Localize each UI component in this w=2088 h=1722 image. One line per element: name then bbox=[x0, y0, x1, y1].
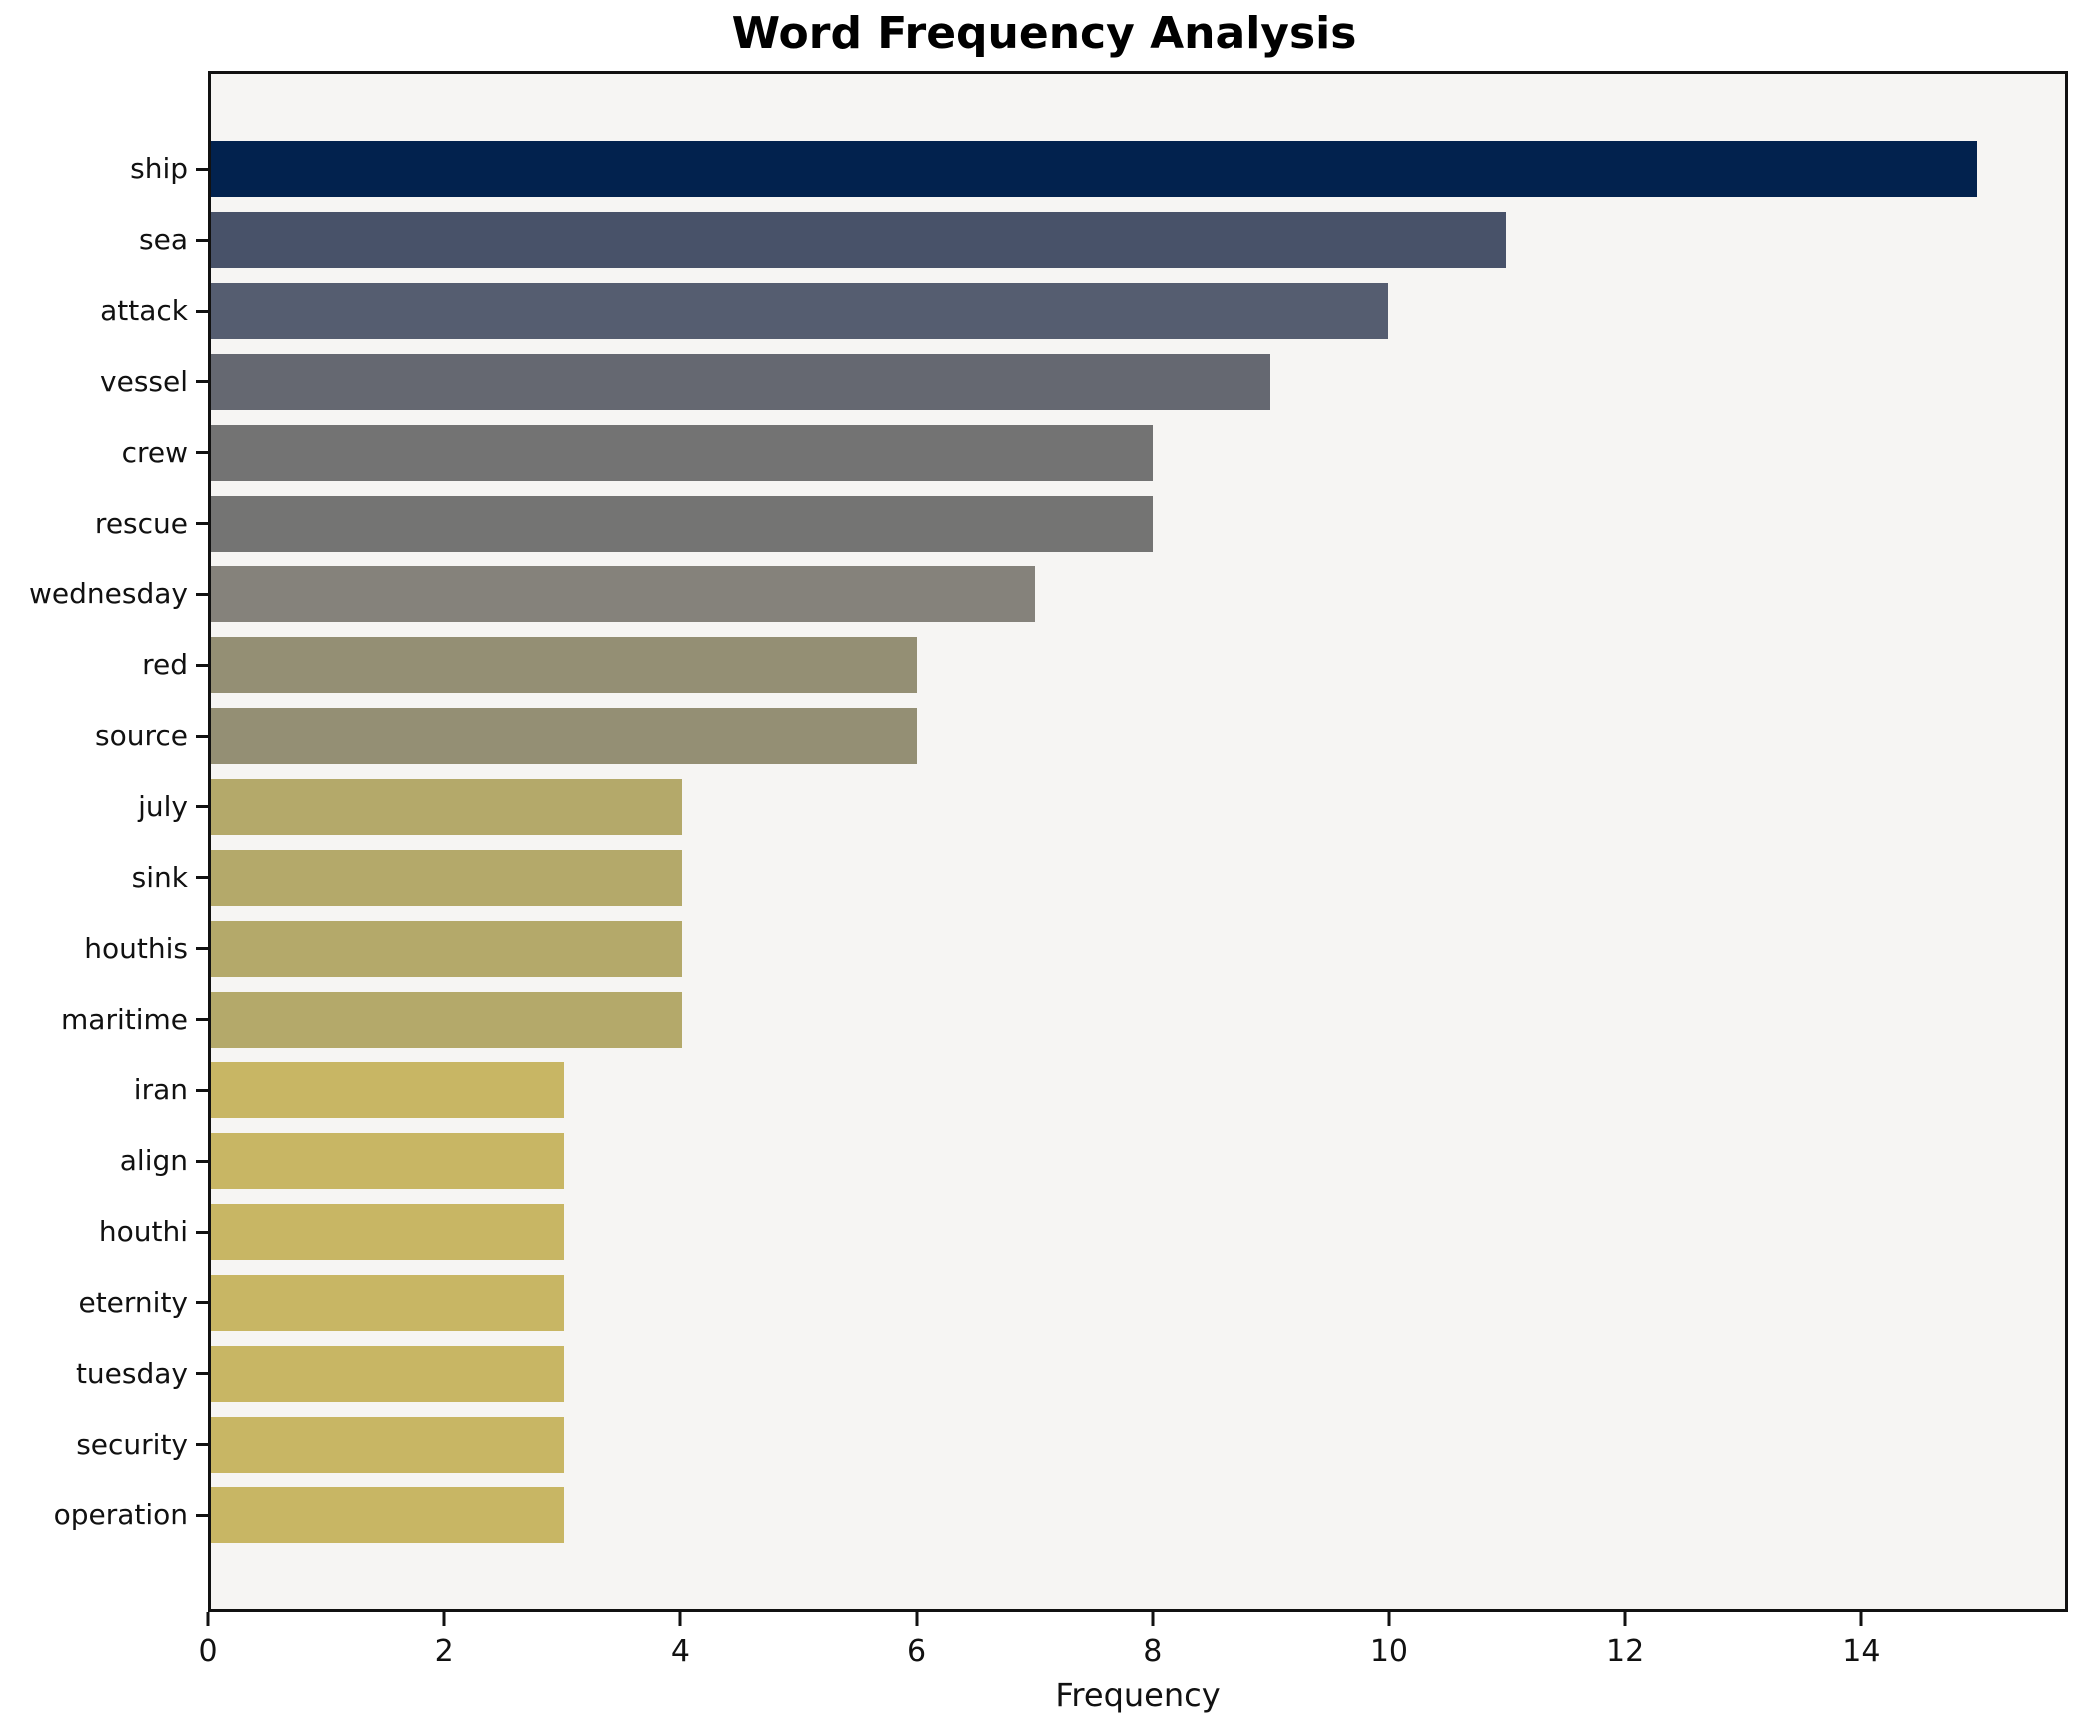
y-label-tuesday: tuesday bbox=[75, 1356, 188, 1390]
bar-july bbox=[211, 778, 682, 835]
y-tick-tuesday bbox=[196, 1372, 208, 1376]
y-label-sea: sea bbox=[139, 223, 188, 257]
y-tick-operation bbox=[196, 1513, 208, 1517]
y-tick-maritime bbox=[196, 1018, 208, 1021]
y-tick-sea bbox=[196, 238, 208, 242]
bar-maritime bbox=[211, 991, 682, 1048]
y-label-maritime: maritime bbox=[61, 1002, 188, 1036]
y-label-align: align bbox=[119, 1144, 188, 1178]
y-label-iran: iran bbox=[133, 1073, 188, 1107]
x-tick-label-0: 0 bbox=[198, 1634, 218, 1669]
bar-align bbox=[211, 1133, 565, 1190]
y-tick-rescue bbox=[196, 522, 208, 526]
bar-security bbox=[211, 1416, 565, 1473]
x-tick-label-10: 10 bbox=[1369, 1634, 1409, 1669]
bar-tuesday bbox=[211, 1345, 565, 1402]
bar-houthis bbox=[211, 920, 682, 977]
bar-wednesday bbox=[211, 566, 1035, 623]
y-tick-ship bbox=[196, 167, 208, 171]
y-label-rescue: rescue bbox=[94, 506, 188, 540]
y-label-ship: ship bbox=[130, 152, 188, 186]
x-tick-12 bbox=[1623, 1612, 1627, 1626]
x-tick-6 bbox=[915, 1612, 919, 1626]
y-tick-houthi bbox=[196, 1230, 208, 1234]
x-tick-2 bbox=[442, 1612, 446, 1626]
y-tick-iran bbox=[196, 1088, 208, 1092]
plot-area bbox=[208, 71, 2068, 1612]
y-tick-houthis bbox=[196, 947, 208, 951]
y-label-crew: crew bbox=[121, 435, 188, 469]
y-label-july: july bbox=[138, 789, 188, 823]
x-tick-8 bbox=[1151, 1612, 1155, 1626]
y-tick-vessel bbox=[196, 380, 208, 384]
y-tick-attack bbox=[196, 309, 208, 313]
bar-crew bbox=[211, 424, 1153, 481]
x-tick-label-14: 14 bbox=[1842, 1634, 1881, 1669]
x-tick-0 bbox=[206, 1612, 210, 1626]
x-axis-title: Frequency bbox=[1055, 1676, 1221, 1714]
bar-iran bbox=[211, 1062, 565, 1119]
x-tick-4 bbox=[678, 1612, 682, 1626]
y-label-attack: attack bbox=[100, 294, 188, 328]
y-label-eternity: eternity bbox=[78, 1285, 188, 1319]
x-tick-label-2: 2 bbox=[434, 1634, 454, 1669]
bar-attack bbox=[211, 283, 1389, 340]
bar-ship bbox=[211, 141, 1977, 198]
bar-houthi bbox=[211, 1204, 565, 1261]
y-tick-security bbox=[196, 1443, 208, 1447]
x-tick-label-8: 8 bbox=[1143, 1634, 1163, 1669]
y-label-security: security bbox=[76, 1427, 188, 1461]
chart-title: Word Frequency Analysis bbox=[731, 8, 1357, 59]
bar-rescue bbox=[211, 495, 1153, 552]
y-tick-red bbox=[196, 663, 208, 667]
y-label-sink: sink bbox=[131, 860, 188, 894]
x-tick-label-6: 6 bbox=[907, 1634, 927, 1669]
y-tick-crew bbox=[196, 451, 208, 455]
x-tick-label-4: 4 bbox=[670, 1634, 690, 1669]
y-label-vessel: vessel bbox=[100, 364, 188, 398]
y-tick-source bbox=[196, 734, 208, 738]
y-label-wednesday: wednesday bbox=[29, 577, 188, 611]
x-tick-14 bbox=[1859, 1612, 1863, 1626]
y-tick-eternity bbox=[196, 1301, 208, 1305]
y-tick-sink bbox=[196, 876, 208, 880]
bar-sea bbox=[211, 212, 1506, 269]
bar-red bbox=[211, 637, 918, 694]
y-label-source: source bbox=[95, 719, 188, 753]
y-label-operation: operation bbox=[53, 1498, 188, 1532]
x-tick-10 bbox=[1387, 1612, 1391, 1626]
y-label-houthi: houthi bbox=[98, 1215, 188, 1249]
y-tick-align bbox=[196, 1159, 208, 1163]
bar-operation bbox=[211, 1487, 565, 1544]
y-tick-wednesday bbox=[196, 592, 208, 596]
y-label-houthis: houthis bbox=[84, 931, 188, 965]
y-label-red: red bbox=[142, 648, 188, 682]
bar-vessel bbox=[211, 353, 1271, 410]
bar-sink bbox=[211, 849, 682, 906]
bar-source bbox=[211, 708, 918, 765]
y-tick-july bbox=[196, 805, 208, 809]
bar-eternity bbox=[211, 1274, 565, 1331]
x-tick-label-12: 12 bbox=[1606, 1634, 1645, 1669]
